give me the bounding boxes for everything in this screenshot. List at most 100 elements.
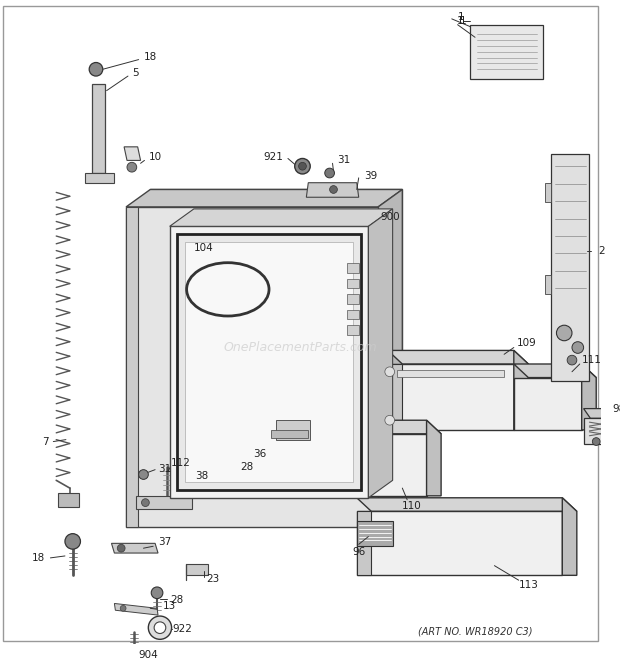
Polygon shape	[356, 498, 577, 512]
Polygon shape	[126, 207, 378, 527]
Polygon shape	[126, 207, 138, 527]
Polygon shape	[3, 6, 598, 641]
Circle shape	[330, 186, 337, 194]
Circle shape	[151, 587, 163, 599]
Text: 904: 904	[138, 650, 158, 660]
Circle shape	[117, 544, 125, 552]
Polygon shape	[347, 325, 359, 335]
Polygon shape	[582, 364, 596, 430]
Text: 5: 5	[133, 68, 139, 78]
Text: 110: 110	[402, 500, 422, 510]
Polygon shape	[347, 294, 359, 304]
Polygon shape	[562, 498, 577, 575]
Text: OnePlacementParts.com: OnePlacementParts.com	[224, 341, 378, 354]
Polygon shape	[470, 24, 543, 79]
Text: 31: 31	[158, 464, 172, 474]
Text: 1: 1	[458, 12, 465, 22]
Circle shape	[557, 325, 572, 340]
Polygon shape	[514, 364, 596, 377]
Circle shape	[65, 533, 81, 549]
Polygon shape	[277, 420, 310, 440]
Circle shape	[385, 367, 394, 377]
Text: 104: 104	[193, 243, 213, 253]
Polygon shape	[356, 512, 371, 575]
Polygon shape	[514, 350, 528, 430]
Text: 113: 113	[518, 580, 538, 590]
Text: 7: 7	[42, 436, 49, 447]
Polygon shape	[388, 350, 528, 364]
Polygon shape	[126, 190, 402, 207]
Circle shape	[325, 168, 334, 178]
Polygon shape	[347, 263, 359, 273]
Text: 18: 18	[32, 553, 45, 563]
Text: 39: 39	[364, 171, 377, 181]
Text: 10: 10	[149, 151, 162, 161]
Text: 1: 1	[460, 16, 467, 26]
Polygon shape	[347, 449, 363, 453]
Polygon shape	[347, 279, 359, 288]
Polygon shape	[427, 420, 441, 496]
Polygon shape	[397, 369, 504, 377]
Circle shape	[592, 438, 600, 446]
Polygon shape	[347, 473, 363, 477]
Circle shape	[148, 616, 172, 639]
Text: 28: 28	[241, 462, 254, 472]
Polygon shape	[388, 364, 402, 430]
Polygon shape	[306, 182, 359, 197]
Circle shape	[572, 342, 583, 354]
Text: 38: 38	[195, 471, 208, 481]
Circle shape	[294, 159, 310, 174]
Polygon shape	[341, 420, 441, 434]
Polygon shape	[347, 457, 363, 461]
Polygon shape	[170, 209, 392, 226]
Polygon shape	[514, 377, 582, 430]
Text: 1: 1	[457, 16, 464, 26]
Text: 109: 109	[516, 338, 536, 348]
Text: 31: 31	[337, 155, 351, 165]
Polygon shape	[272, 430, 308, 438]
Circle shape	[89, 63, 103, 76]
Circle shape	[141, 499, 149, 506]
Polygon shape	[124, 147, 141, 161]
Text: 28: 28	[170, 595, 183, 605]
Text: 2: 2	[598, 246, 604, 256]
Polygon shape	[545, 275, 551, 294]
Polygon shape	[356, 521, 392, 546]
Polygon shape	[551, 153, 590, 381]
Text: 111: 111	[582, 355, 601, 365]
Polygon shape	[347, 465, 363, 469]
Polygon shape	[356, 512, 562, 575]
Polygon shape	[545, 182, 551, 202]
Circle shape	[154, 622, 166, 633]
Text: 13: 13	[163, 602, 176, 611]
Text: 18: 18	[144, 52, 157, 61]
Circle shape	[567, 355, 577, 365]
Text: (ART NO. WR18920 C3): (ART NO. WR18920 C3)	[418, 627, 533, 637]
Polygon shape	[185, 242, 353, 483]
Text: 36: 36	[253, 449, 267, 459]
Text: 96: 96	[352, 547, 365, 557]
Text: 112: 112	[170, 458, 190, 468]
Circle shape	[139, 470, 148, 479]
Circle shape	[296, 441, 304, 448]
Polygon shape	[115, 603, 158, 615]
Circle shape	[120, 605, 126, 611]
Text: 900: 900	[380, 212, 399, 221]
Circle shape	[127, 163, 136, 172]
Circle shape	[299, 163, 306, 170]
Polygon shape	[92, 84, 105, 173]
Text: 23: 23	[206, 574, 220, 584]
Polygon shape	[112, 543, 158, 553]
Polygon shape	[347, 310, 359, 319]
Polygon shape	[378, 190, 402, 527]
Polygon shape	[341, 434, 356, 496]
Polygon shape	[341, 434, 427, 496]
Polygon shape	[58, 493, 79, 508]
Polygon shape	[368, 209, 392, 498]
Polygon shape	[150, 190, 402, 510]
Polygon shape	[186, 564, 208, 575]
Polygon shape	[170, 226, 368, 498]
Text: 98: 98	[612, 404, 620, 414]
Text: 37: 37	[158, 537, 172, 547]
Polygon shape	[86, 173, 115, 182]
